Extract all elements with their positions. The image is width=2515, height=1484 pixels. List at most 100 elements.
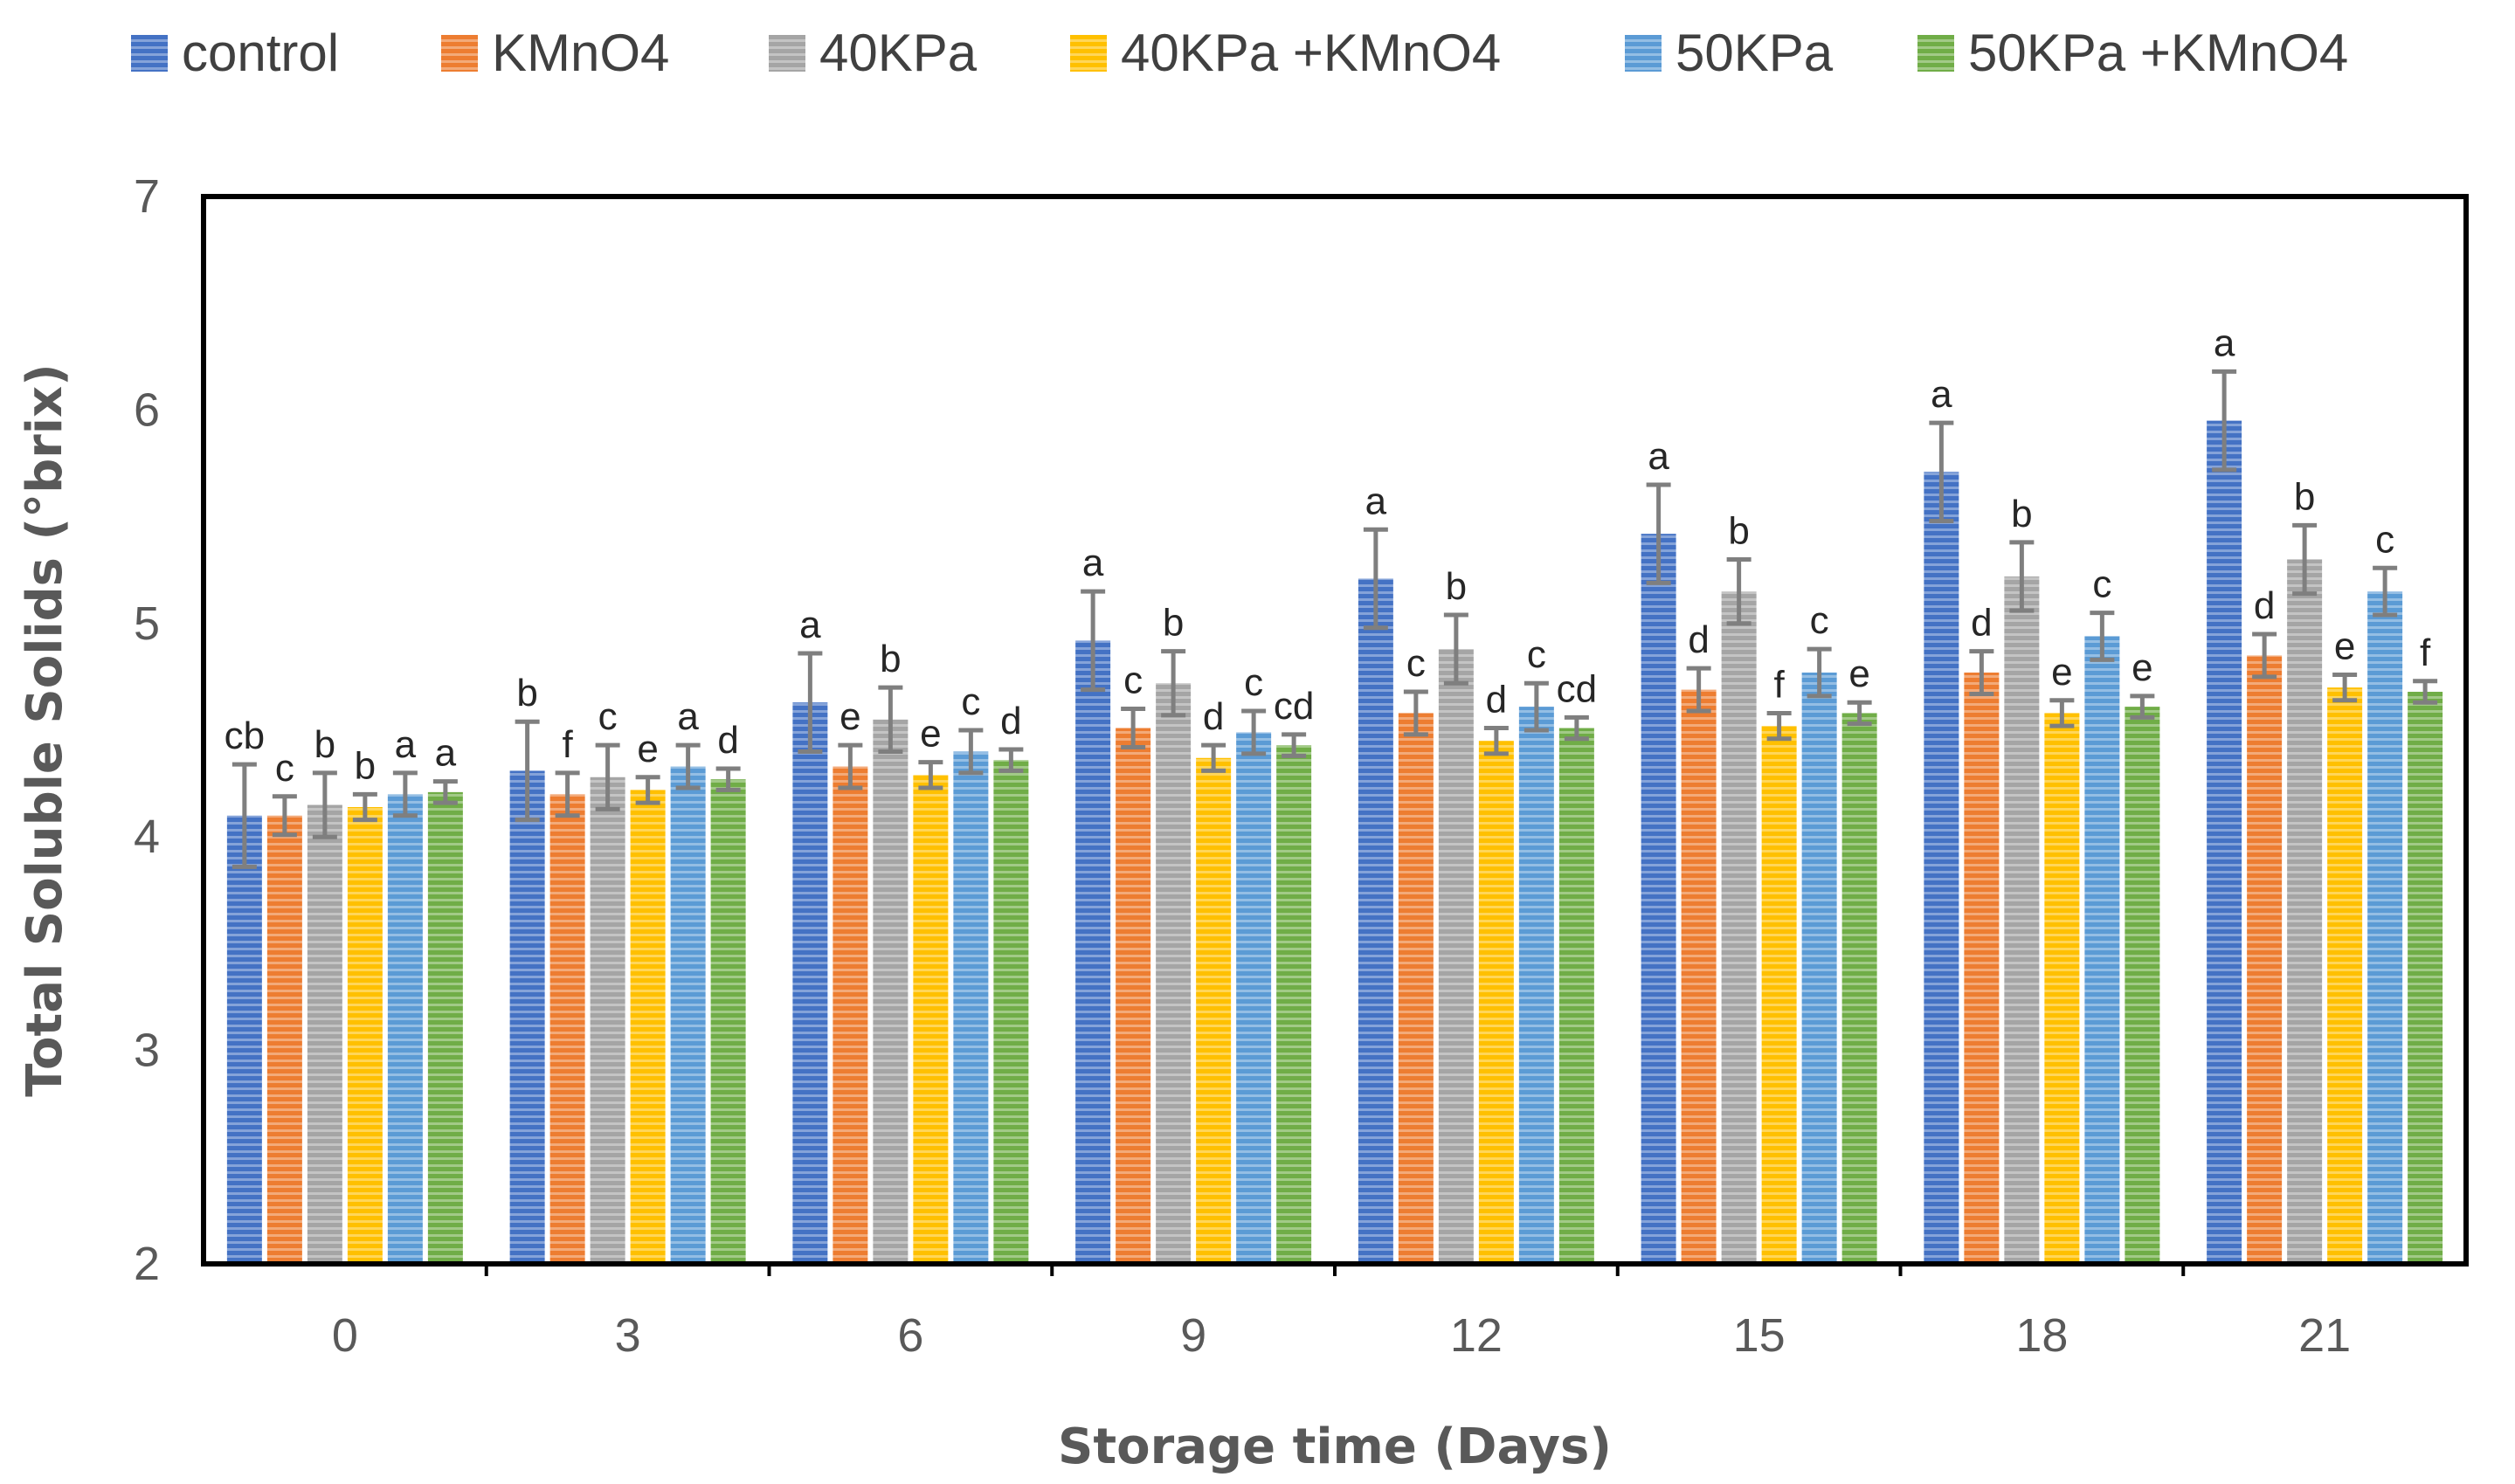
significance-letter: a	[1931, 373, 1952, 416]
legend-item: 40KPa +KMnO4	[1070, 24, 1501, 82]
significance-letter: a	[435, 732, 457, 775]
significance-letter: a	[1365, 480, 1387, 522]
significance-letter: e	[2334, 625, 2355, 667]
bar	[710, 779, 746, 1264]
bar	[1558, 728, 1594, 1264]
bar	[2287, 559, 2323, 1264]
legend-label: 50KPa +KMnO4	[1968, 24, 2348, 82]
y-tick-label: 6	[134, 383, 160, 436]
bar	[1841, 713, 1877, 1264]
x-tick-label: 6	[897, 1309, 923, 1362]
significance-letter: c	[1244, 661, 1263, 704]
significance-letter: e	[839, 695, 860, 738]
bar	[2408, 692, 2443, 1264]
significance-letter: a	[2214, 321, 2235, 364]
significance-letter: c	[1123, 659, 1143, 702]
legend-item: 50KPa	[1625, 24, 1834, 82]
bar	[1196, 757, 1232, 1264]
bar	[1358, 578, 1393, 1264]
significance-letter: e	[2051, 651, 2072, 694]
bar	[226, 815, 262, 1264]
y-tick-label: 4	[134, 811, 160, 863]
bar	[993, 760, 1029, 1264]
bar	[307, 804, 342, 1264]
significance-letter: b	[2294, 475, 2315, 518]
bar	[347, 806, 383, 1264]
legend-swatch	[131, 35, 168, 72]
bar	[1641, 534, 1676, 1264]
significance-letter: b	[2011, 493, 2032, 535]
bar	[792, 702, 828, 1264]
significance-letter: b	[314, 723, 335, 766]
bar	[1276, 745, 1312, 1264]
significance-letter: f	[2420, 632, 2431, 674]
bar	[1681, 689, 1717, 1264]
bar	[2327, 687, 2363, 1264]
bar	[1761, 726, 1797, 1264]
significance-letter: b	[355, 744, 376, 787]
x-tick-label: 9	[1180, 1309, 1206, 1362]
y-tick-label: 3	[134, 1025, 160, 1077]
bar	[1438, 649, 1474, 1264]
legend-item: 50KPa +KMnO4	[1917, 24, 2348, 82]
significance-letter: d	[1971, 602, 1992, 645]
significance-letter: b	[1446, 565, 1467, 608]
significance-letter: d	[1486, 679, 1507, 721]
significance-letter: c	[1527, 633, 1546, 676]
significance-letter: e	[2132, 646, 2152, 689]
significance-letter: d	[1000, 700, 1021, 742]
significance-letter: a	[1648, 435, 1669, 478]
x-tick-label: 3	[615, 1309, 641, 1362]
bar	[2367, 591, 2403, 1264]
legend-label: control	[182, 24, 339, 82]
significance-letter: a	[1082, 542, 1104, 584]
bar	[549, 794, 585, 1264]
x-tick-label: 21	[2298, 1309, 2351, 1362]
legend-swatch	[1917, 35, 1954, 72]
significance-letter: d	[1203, 695, 1224, 738]
significance-letter: e	[920, 713, 941, 756]
bar	[2084, 636, 2120, 1264]
bar	[1924, 472, 1959, 1264]
bar	[913, 775, 949, 1264]
legend-swatch	[1625, 35, 1662, 72]
y-tick-label: 5	[134, 597, 160, 650]
significance-letter: c	[598, 695, 618, 738]
significance-letter: d	[717, 719, 738, 762]
bar	[2207, 420, 2242, 1264]
bar	[953, 751, 989, 1264]
significance-letter: c	[2092, 563, 2111, 606]
y-axis-title: Total Soluble Solids (°brix)	[17, 363, 73, 1096]
x-tick-label: 0	[332, 1309, 358, 1362]
significance-letter: e	[637, 728, 658, 770]
bar	[1236, 732, 1272, 1264]
significance-letter: c	[275, 747, 294, 790]
y-tick-label: 2	[134, 1238, 160, 1290]
significance-letter: b	[880, 638, 901, 680]
y-axis-ticks: 2 3 4 5 6 7	[134, 170, 160, 1290]
bar	[1116, 728, 1151, 1264]
significance-letter: b	[516, 672, 537, 714]
x-tick-label: 18	[2015, 1309, 2068, 1362]
x-axis-ticks: 0 3 6 9 12 15 18 21	[332, 1264, 2351, 1362]
bar	[833, 766, 868, 1264]
x-tick-label: 15	[1733, 1309, 1786, 1362]
bar	[2004, 576, 2040, 1264]
legend-swatch	[1070, 35, 1107, 72]
y-tick-label: 7	[134, 170, 160, 223]
significance-letter: cd	[1274, 685, 1314, 728]
bar	[1398, 713, 1434, 1264]
significance-letter: c	[961, 680, 980, 723]
bar	[266, 815, 302, 1264]
significance-letter: b	[1163, 602, 1184, 645]
bar	[2247, 655, 2283, 1264]
significance-letter: d	[2254, 584, 2275, 627]
bar	[1964, 673, 2000, 1264]
legend-item: KMnO4	[441, 24, 669, 82]
significance-letter: c	[1406, 642, 1426, 685]
significance-letter: c	[1810, 599, 1829, 642]
bar	[1801, 673, 1837, 1264]
significance-letter: b	[1728, 509, 1749, 552]
bar	[630, 790, 666, 1264]
